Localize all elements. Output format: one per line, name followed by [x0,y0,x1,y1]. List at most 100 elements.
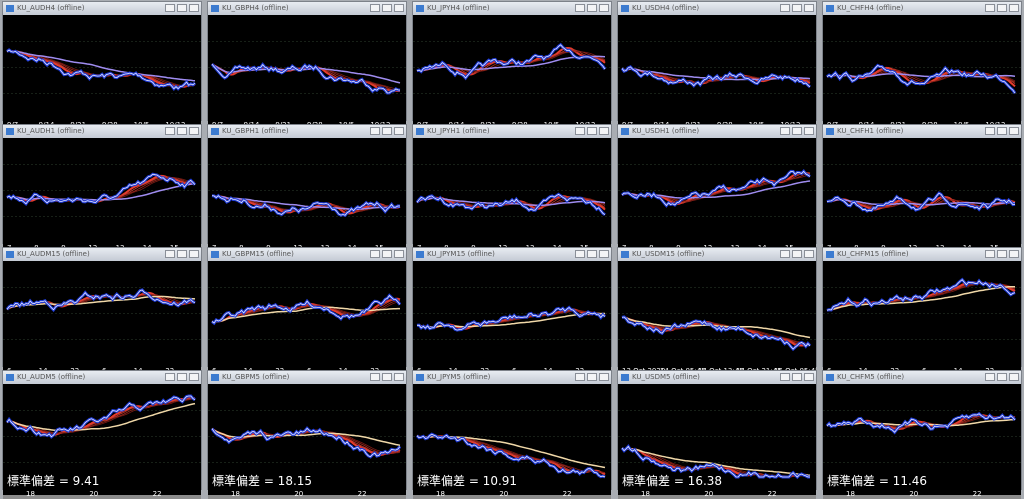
minimize-button[interactable] [780,127,790,135]
chart-background [413,15,611,130]
minimize-button[interactable] [575,250,585,258]
restore-button[interactable] [587,127,597,135]
close-button[interactable] [394,250,404,258]
window-title: KU_GBPM5 (offline) [222,373,290,381]
chart-window: KU_GBPH1 (offline) 78912131415 [207,124,407,253]
title-bar: KU_CHFH1 (offline) [823,125,1021,138]
restore-button[interactable] [997,250,1007,258]
close-button[interactable] [394,4,404,12]
x-axis-label: 20 [499,490,508,498]
minimize-button[interactable] [165,127,175,135]
minimize-button[interactable] [575,373,585,381]
title-bar: KU_CHFH4 (offline) [823,2,1021,15]
restore-button[interactable] [177,127,187,135]
chart-background [413,384,611,499]
minimize-button[interactable] [165,4,175,12]
window-icon [621,374,629,381]
restore-button[interactable] [587,250,597,258]
restore-button[interactable] [382,4,392,12]
close-button[interactable] [599,127,609,135]
restore-button[interactable] [382,373,392,381]
close-button[interactable] [189,373,199,381]
minimize-button[interactable] [370,373,380,381]
minimize-button[interactable] [780,250,790,258]
close-button[interactable] [804,373,814,381]
title-bar: KU_AUDH4 (offline) [3,2,201,15]
restore-button[interactable] [792,4,802,12]
chart-background [823,15,1021,130]
title-bar: KU_CHFM15 (offline) [823,248,1021,261]
minimize-button[interactable] [575,4,585,12]
close-button[interactable] [599,4,609,12]
restore-button[interactable] [382,127,392,135]
close-button[interactable] [189,250,199,258]
minimize-button[interactable] [370,127,380,135]
window-buttons [778,250,814,261]
minimize-button[interactable] [780,373,790,381]
minimize-button[interactable] [370,250,380,258]
close-button[interactable] [189,4,199,12]
price-line [416,433,606,478]
minimize-button[interactable] [985,127,995,135]
close-button[interactable] [189,127,199,135]
chart-background [618,384,816,499]
restore-button[interactable] [177,4,187,12]
close-button[interactable] [804,127,814,135]
moving-average-long [6,49,196,82]
close-button[interactable] [394,373,404,381]
restore-button[interactable] [997,127,1007,135]
title-bar: KU_GBPH1 (offline) [208,125,406,138]
window-title: KU_AUDH4 (offline) [17,4,85,12]
window-title: KU_GBPM15 (offline) [222,250,294,258]
moving-average-long [6,295,196,311]
close-button[interactable] [599,250,609,258]
moving-average-long [6,402,196,431]
x-axis-label: 20 [704,490,713,498]
restore-button[interactable] [792,127,802,135]
chart-window: KU_GBPH4 (offline) 9/79/149/219/2810/510/… [207,1,407,130]
minimize-button[interactable] [985,4,995,12]
minimize-button[interactable] [780,4,790,12]
close-button[interactable] [1009,127,1019,135]
x-axis-label: 18 [26,490,35,498]
x-axis-label: 20 [89,490,98,498]
close-button[interactable] [1009,373,1019,381]
price-line [826,413,1016,433]
window-icon [6,374,14,381]
window-title: KU_AUDM15 (offline) [17,250,90,258]
window-buttons [163,373,199,384]
restore-button[interactable] [792,373,802,381]
title-bar: KU_USDH4 (offline) [618,2,816,15]
minimize-button[interactable] [985,373,995,381]
minimize-button[interactable] [165,250,175,258]
minimize-button[interactable] [165,373,175,381]
close-button[interactable] [804,250,814,258]
restore-button[interactable] [177,373,187,381]
chart-area: 18 20 22 標準偏差 = 16.38 [618,384,816,499]
chart-area: 9/79/149/219/2810/510/12 [413,15,611,130]
restore-button[interactable] [792,250,802,258]
window-icon [211,251,219,258]
minimize-button[interactable] [575,127,585,135]
restore-button[interactable] [587,373,597,381]
window-icon [826,5,834,12]
title-bar: KU_JPYM15 (offline) [413,248,611,261]
close-button[interactable] [394,127,404,135]
restore-button[interactable] [997,373,1007,381]
minimize-button[interactable] [985,250,995,258]
moving-average-long [416,197,606,207]
minimize-button[interactable] [370,4,380,12]
std-dev-label: 標準偏差 = 16.38 [622,473,722,488]
restore-button[interactable] [997,4,1007,12]
restore-button[interactable] [177,250,187,258]
restore-button[interactable] [382,250,392,258]
title-bar: KU_JPYM5 (offline) [413,371,611,384]
restore-button[interactable] [587,4,597,12]
close-button[interactable] [1009,250,1019,258]
title-bar: KU_AUDH1 (offline) [3,125,201,138]
close-button[interactable] [804,4,814,12]
close-button[interactable] [1009,4,1019,12]
title-bar: KU_USDH1 (offline) [618,125,816,138]
close-button[interactable] [599,373,609,381]
